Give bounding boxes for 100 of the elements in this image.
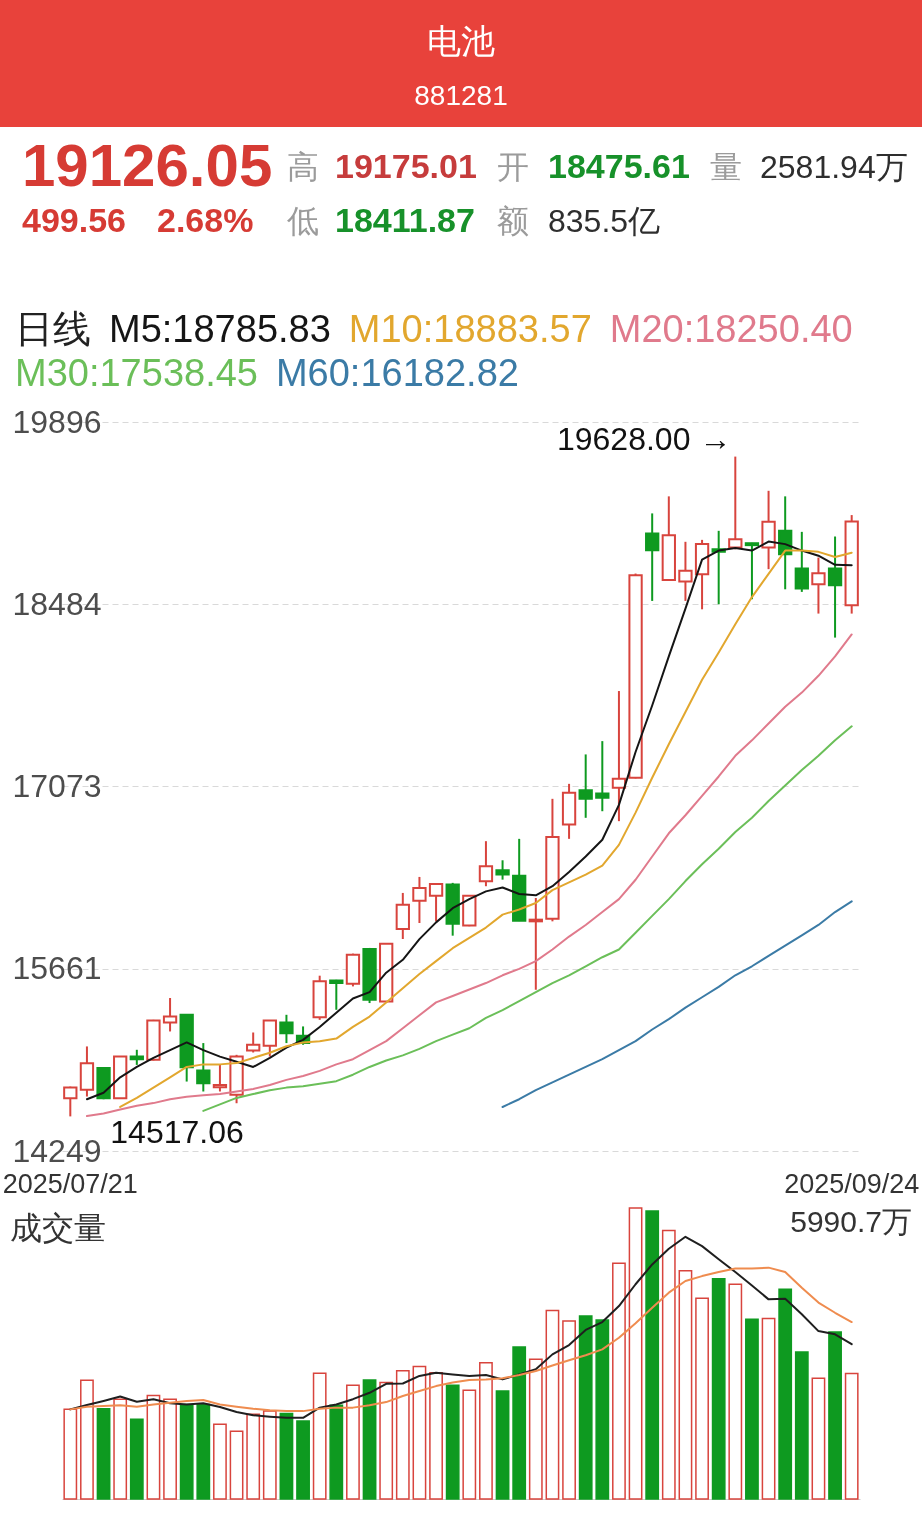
candlestick bbox=[63, 1085, 78, 1118]
chart-subtitle: 881281 bbox=[414, 80, 508, 111]
text: 量 bbox=[710, 149, 742, 185]
bar bbox=[395, 1369, 410, 1500]
candlestick bbox=[478, 840, 494, 888]
bar bbox=[595, 1319, 610, 1500]
candlestick bbox=[279, 1013, 294, 1045]
bar bbox=[146, 1394, 161, 1500]
x-tick-label: 2025/07/21 bbox=[2, 1168, 138, 1199]
bar bbox=[296, 1420, 310, 1500]
bar bbox=[794, 1351, 809, 1500]
bar bbox=[163, 1398, 177, 1500]
text: 额 bbox=[497, 203, 529, 239]
bar bbox=[362, 1379, 377, 1500]
bar bbox=[80, 1379, 94, 1500]
candlestick bbox=[645, 512, 660, 602]
bar bbox=[645, 1210, 660, 1500]
candlestick bbox=[495, 859, 510, 881]
bar bbox=[129, 1418, 144, 1500]
text: M5:18785.83 bbox=[109, 308, 331, 350]
x-tick-label: 2025/09/24 bbox=[784, 1168, 920, 1199]
bar bbox=[828, 1331, 842, 1500]
bar bbox=[778, 1288, 793, 1500]
text: 18411.87 bbox=[335, 201, 475, 239]
bar bbox=[179, 1403, 194, 1500]
y-tick-label: 14249 bbox=[12, 1132, 102, 1169]
annotation: 19628.00 → bbox=[556, 420, 732, 457]
candlestick bbox=[595, 740, 610, 813]
bar bbox=[113, 1398, 128, 1500]
chart-title: 电池 bbox=[427, 22, 495, 60]
text: 19175.01 bbox=[335, 147, 477, 185]
y-tick-label: 18484 bbox=[12, 585, 102, 622]
text: M60:16182.82 bbox=[275, 352, 519, 394]
text: M30:17538.45 bbox=[15, 352, 258, 394]
candlestick bbox=[811, 556, 826, 615]
text: M10:18883.57 bbox=[348, 308, 592, 350]
text: 2581.94万 bbox=[760, 149, 908, 185]
candlestick bbox=[678, 540, 693, 602]
bar bbox=[96, 1408, 111, 1500]
text: 2.68% bbox=[157, 201, 254, 239]
bar bbox=[279, 1412, 294, 1500]
text: 19126.05 bbox=[22, 132, 273, 199]
bar bbox=[462, 1389, 477, 1500]
bar bbox=[196, 1403, 211, 1500]
bar bbox=[445, 1384, 460, 1500]
bar bbox=[412, 1365, 427, 1500]
candlestick bbox=[744, 541, 760, 601]
bar bbox=[528, 1358, 543, 1500]
bar bbox=[695, 1297, 709, 1500]
bar bbox=[728, 1283, 743, 1500]
candlestick bbox=[794, 530, 809, 593]
text: 835.5亿 bbox=[548, 203, 661, 239]
bar bbox=[811, 1377, 826, 1500]
text: 18475.61 bbox=[548, 147, 690, 185]
y-tick-label: 17073 bbox=[12, 767, 102, 804]
bar bbox=[246, 1413, 261, 1500]
bar bbox=[312, 1372, 327, 1500]
legend-title: 日线 bbox=[15, 308, 91, 350]
y-tick-label: 15661 bbox=[12, 950, 102, 987]
text: 开 bbox=[497, 149, 529, 185]
bar bbox=[844, 1372, 859, 1500]
bar bbox=[379, 1381, 394, 1500]
candlestick bbox=[329, 978, 344, 1011]
candlestick bbox=[578, 753, 593, 819]
annotation: 5990.7万 bbox=[790, 1205, 912, 1238]
y-tick-label: 19896 bbox=[12, 403, 102, 440]
bar bbox=[329, 1404, 344, 1500]
candlestick bbox=[611, 690, 627, 823]
bar bbox=[628, 1207, 643, 1500]
candlestick bbox=[428, 882, 444, 923]
bar bbox=[63, 1408, 78, 1500]
bar bbox=[678, 1270, 693, 1500]
text: 499.56 bbox=[22, 201, 126, 239]
candlestick bbox=[412, 875, 427, 925]
bar bbox=[229, 1430, 244, 1500]
candlestick bbox=[246, 1031, 261, 1054]
bar bbox=[512, 1346, 527, 1500]
bar bbox=[213, 1423, 227, 1500]
text: M20:18250.40 bbox=[609, 308, 853, 350]
bar bbox=[761, 1317, 776, 1500]
candlestick bbox=[212, 1063, 228, 1093]
bar bbox=[429, 1371, 443, 1500]
bar bbox=[711, 1277, 726, 1500]
bar bbox=[578, 1315, 593, 1500]
candlestick bbox=[728, 455, 743, 551]
text: 低 bbox=[287, 203, 319, 239]
line-series bbox=[501, 900, 853, 1108]
bar bbox=[545, 1309, 560, 1500]
candlestick bbox=[162, 997, 178, 1033]
bar bbox=[346, 1384, 360, 1500]
bar bbox=[495, 1390, 510, 1500]
line-series bbox=[202, 725, 853, 1112]
candlestick bbox=[196, 1042, 211, 1093]
bar bbox=[562, 1320, 576, 1500]
candlestick bbox=[827, 535, 843, 639]
bar bbox=[612, 1262, 626, 1500]
bar bbox=[479, 1362, 493, 1500]
bar bbox=[661, 1229, 676, 1500]
text: 高 bbox=[287, 149, 319, 185]
bar bbox=[262, 1410, 277, 1500]
